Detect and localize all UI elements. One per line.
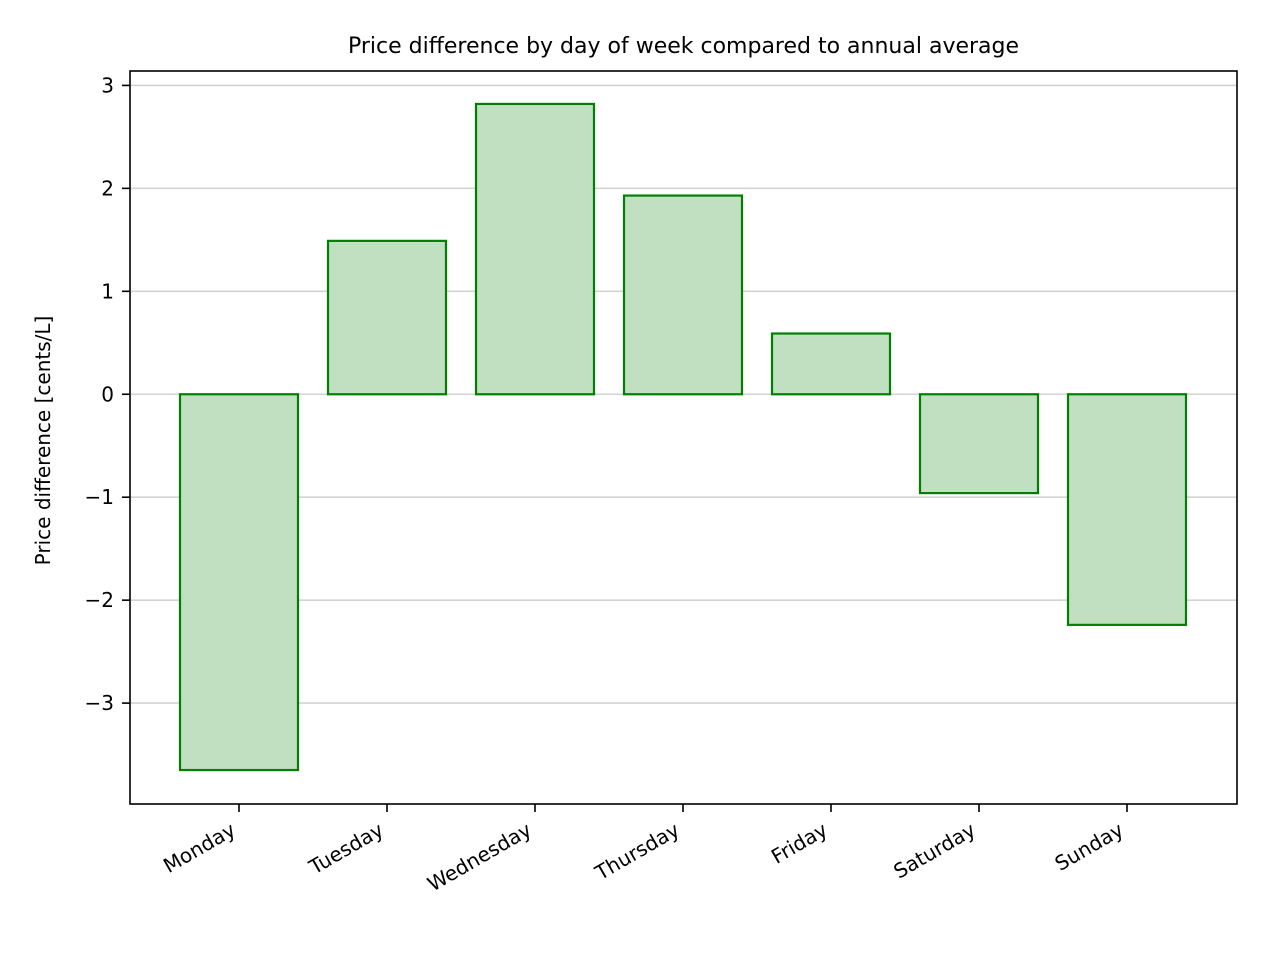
bar-thursday bbox=[622, 194, 744, 396]
chart-title: Price difference by day of week compared… bbox=[348, 34, 1019, 59]
y-axis-label: Price difference [cents/L] bbox=[31, 316, 55, 566]
bar-saturday bbox=[918, 393, 1040, 495]
y-tick-label: 3 bbox=[101, 73, 114, 97]
bar-sunday bbox=[1066, 393, 1188, 626]
y-tick-label: 0 bbox=[101, 382, 114, 406]
y-tick-label: −2 bbox=[85, 588, 114, 612]
bar-tuesday bbox=[326, 239, 448, 396]
bars bbox=[178, 102, 1188, 772]
bar-friday bbox=[770, 332, 892, 396]
bar-monday bbox=[178, 393, 300, 772]
y-tick-label: 2 bbox=[101, 176, 114, 200]
y-tick-label: −1 bbox=[85, 485, 114, 509]
y-tick-label: 1 bbox=[101, 279, 114, 303]
bar-wednesday bbox=[474, 102, 596, 396]
y-axis-ticks: 3 2 1 0 −1 −2 −3 bbox=[85, 73, 130, 715]
y-tick-label: −3 bbox=[85, 691, 114, 715]
